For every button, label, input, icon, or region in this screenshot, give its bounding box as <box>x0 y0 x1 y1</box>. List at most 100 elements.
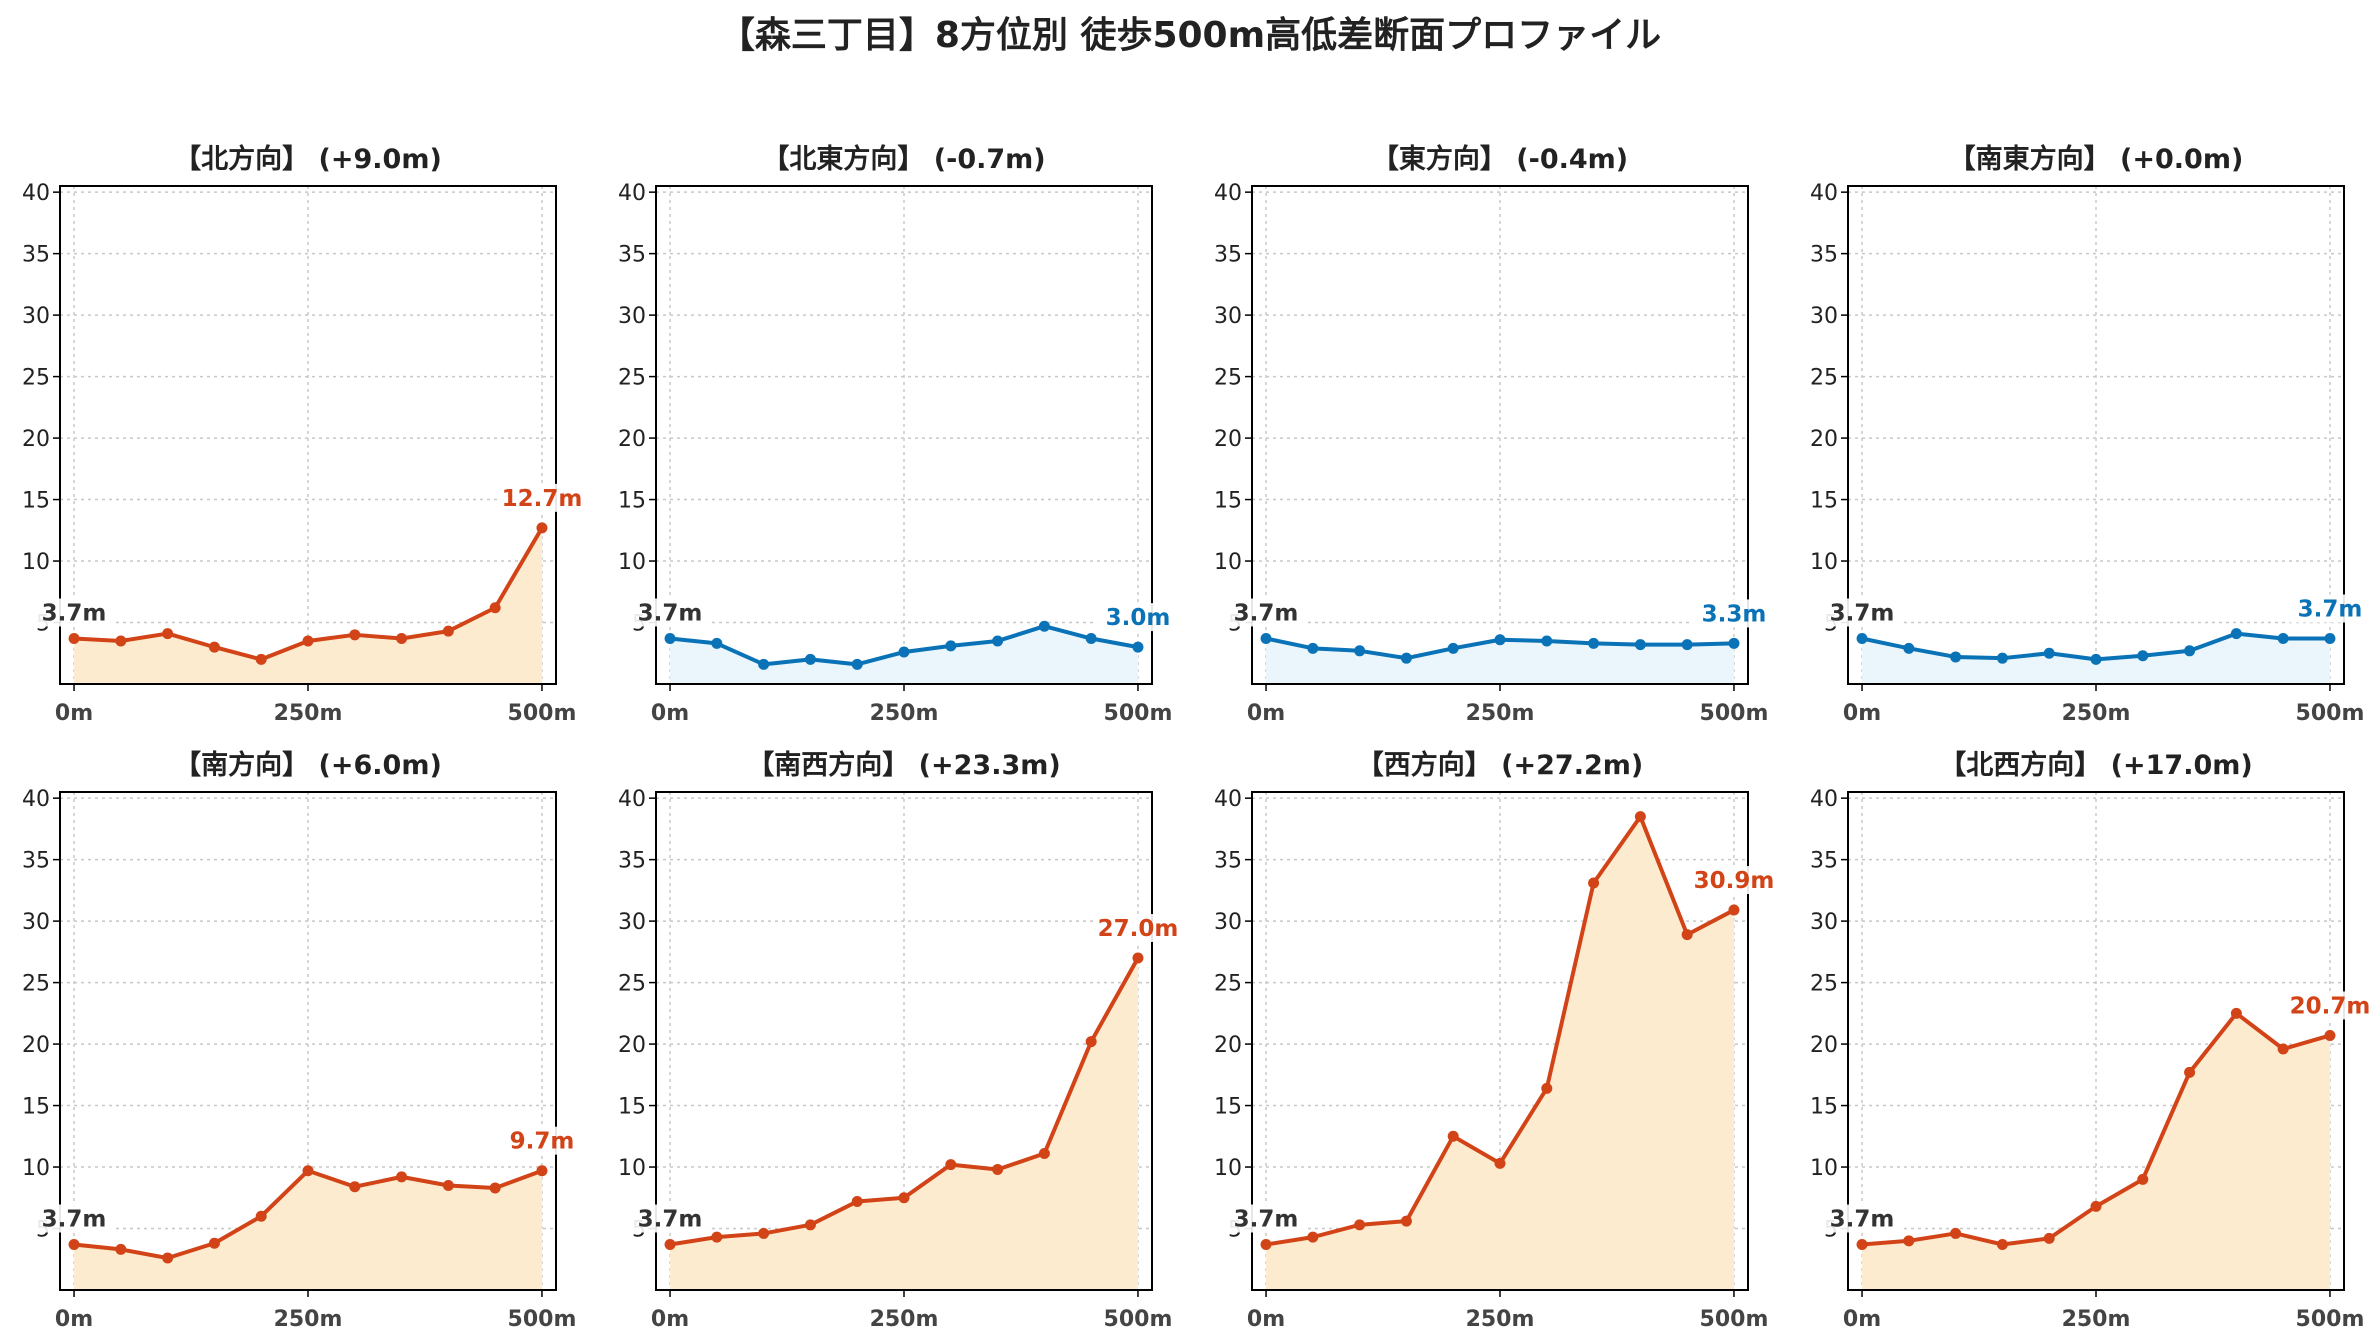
x-tick-label: 0m <box>1843 1307 1881 1332</box>
data-point <box>349 629 361 641</box>
data-point <box>302 635 314 647</box>
plot-frame <box>59 185 557 685</box>
y-tick-label: 15 <box>22 489 50 514</box>
data-point <box>804 653 816 665</box>
panel-title: 【北東方向】 (-0.7m) <box>762 143 1045 175</box>
data-point <box>1307 1231 1319 1243</box>
y-tick-label: 30 <box>1810 304 1838 329</box>
series-area <box>1862 1013 2330 1290</box>
y-tick-label: 25 <box>618 972 646 997</box>
panel-title: 【南東方向】 (+0.0m) <box>1949 143 2244 175</box>
data-point <box>1307 642 1319 654</box>
data-point <box>442 1179 454 1191</box>
end-label-bg <box>1093 603 1182 632</box>
y-tick-label: 15 <box>22 1095 50 1120</box>
data-point <box>758 658 770 670</box>
y-tick-label: 30 <box>618 910 646 935</box>
start-label-bg <box>1822 1204 1903 1233</box>
plot-frame <box>1251 185 1749 685</box>
y-tick-label: 25 <box>618 366 646 391</box>
data-point <box>1903 642 1915 654</box>
x-tick-label: 500m <box>1700 1307 1769 1332</box>
y-tick-label: 15 <box>618 489 646 514</box>
y-tick-label: 40 <box>22 787 50 812</box>
series-area <box>1266 816 1734 1290</box>
data-point <box>1728 637 1740 649</box>
y-tick-label: 20 <box>618 427 646 452</box>
data-point <box>711 637 723 649</box>
data-point <box>1354 1219 1366 1231</box>
data-point <box>1494 634 1506 646</box>
data-point <box>442 625 454 637</box>
chart-panel-6: 【南西方向】 (+23.3m)5101520253035400m250m500m… <box>618 749 1182 1332</box>
data-point <box>851 1195 863 1207</box>
chart-panel-5: 【南方向】 (+6.0m)5101520253035400m250m500m3.… <box>22 749 586 1332</box>
end-label-bg <box>1689 866 1778 895</box>
y-tick-label: 35 <box>22 849 50 874</box>
data-point <box>489 1182 501 1194</box>
x-tick-label: 500m <box>508 701 577 726</box>
data-point <box>1494 1157 1506 1169</box>
data-point <box>1950 651 1962 663</box>
data-point <box>2324 1029 2336 1041</box>
data-point <box>1856 1239 1868 1251</box>
data-point <box>2043 1232 2055 1244</box>
y-tick-label: 40 <box>22 181 50 206</box>
data-point <box>162 628 174 640</box>
y-tick-label: 30 <box>22 304 50 329</box>
y-tick-label: 15 <box>618 1095 646 1120</box>
data-point <box>208 641 220 653</box>
data-point <box>1856 633 1868 645</box>
end-label: 30.9m <box>1694 868 1775 894</box>
data-point <box>1950 1227 1962 1239</box>
data-point <box>1447 642 1459 654</box>
end-label-bg <box>1093 914 1182 942</box>
start-label: 3.7m <box>638 1207 703 1233</box>
data-point <box>1996 652 2008 664</box>
data-point <box>1681 639 1693 651</box>
data-point <box>2277 1043 2289 1055</box>
panel-title: 【南方向】 (+6.0m) <box>174 749 442 781</box>
x-tick-label: 500m <box>1700 701 1769 726</box>
y-tick-label: 20 <box>1214 427 1242 452</box>
y-tick-label: 40 <box>1214 787 1242 812</box>
end-label-bg <box>2285 991 2374 1020</box>
y-tick-label: 20 <box>1810 427 1838 452</box>
data-point <box>1541 635 1553 647</box>
start-label-bg <box>630 1204 711 1233</box>
y-tick-label: 35 <box>1810 849 1838 874</box>
x-tick-label: 0m <box>651 701 689 726</box>
series-area <box>1862 633 2330 684</box>
data-point <box>2184 645 2196 657</box>
x-tick-label: 0m <box>1247 1307 1285 1332</box>
x-tick-label: 500m <box>2296 701 2365 726</box>
y-tick-label: 35 <box>1810 243 1838 268</box>
data-point <box>2090 1200 2102 1212</box>
data-point <box>1903 1235 1915 1247</box>
end-label: 3.7m <box>2298 597 2363 623</box>
panel-title: 【北方向】 (+9.0m) <box>174 143 442 175</box>
y-tick-label: 30 <box>1214 910 1242 935</box>
end-label: 27.0m <box>1098 916 1179 942</box>
data-point <box>851 658 863 670</box>
data-point <box>1038 1148 1050 1160</box>
x-tick-label: 250m <box>274 1307 343 1332</box>
panel-title: 【東方向】 (-0.4m) <box>1372 143 1628 175</box>
data-point <box>2230 628 2242 640</box>
data-point <box>664 633 676 645</box>
data-point <box>1728 904 1740 916</box>
x-tick-label: 500m <box>1104 701 1173 726</box>
y-tick-label: 30 <box>22 910 50 935</box>
data-point <box>2230 1007 2242 1019</box>
y-tick-label: 20 <box>1810 1033 1838 1058</box>
y-tick-label: 40 <box>618 787 646 812</box>
chart-panel-4: 【南東方向】 (+0.0m)5101520253035400m250m500m3… <box>1810 143 2374 726</box>
y-tick-label: 10 <box>1810 1156 1838 1181</box>
x-tick-label: 250m <box>2062 1307 2131 1332</box>
y-tick-label: 40 <box>618 181 646 206</box>
data-point <box>396 1171 408 1183</box>
end-label-bg <box>2285 594 2374 623</box>
end-label: 20.7m <box>2290 993 2371 1019</box>
y-tick-label: 25 <box>1214 972 1242 997</box>
